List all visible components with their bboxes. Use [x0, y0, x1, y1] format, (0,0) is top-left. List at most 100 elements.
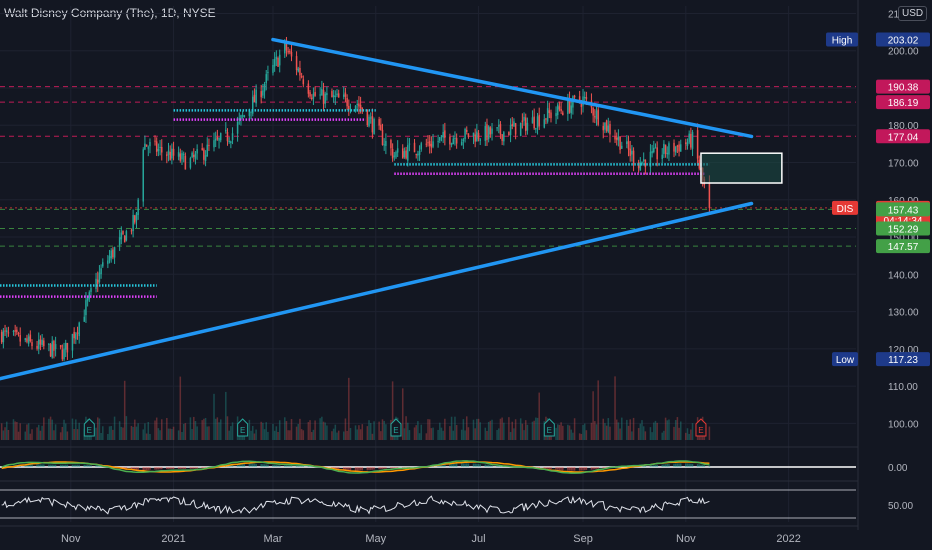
volume-bar — [12, 419, 15, 440]
candle-body — [465, 129, 468, 132]
volume-bar — [213, 393, 215, 440]
volume-bar — [167, 428, 170, 440]
candle-body — [285, 41, 288, 51]
volume-bar — [631, 431, 633, 440]
volume-bar — [604, 423, 606, 440]
candle-body — [619, 136, 621, 150]
candle-body — [59, 345, 62, 348]
macd-histogram-bar — [444, 464, 446, 467]
macd-histogram-bar — [169, 467, 171, 470]
volume-bar — [319, 418, 321, 440]
volume-bar — [314, 420, 316, 440]
candle-body — [216, 136, 219, 140]
volume-bar — [567, 424, 569, 440]
volume-bar — [511, 421, 514, 440]
macd-histogram-bar — [238, 463, 241, 467]
candle-body — [88, 292, 91, 299]
volume-bar — [639, 423, 642, 440]
macd-histogram-bar — [385, 467, 387, 469]
macd-histogram-bar — [161, 467, 163, 470]
volume-bar — [366, 426, 369, 440]
candle-body — [380, 124, 382, 131]
candle-body — [524, 117, 527, 131]
macd-histogram-bar — [476, 463, 478, 467]
candle-body — [260, 91, 262, 98]
candle-body — [248, 110, 251, 117]
candle-body — [708, 183, 711, 208]
candle-body — [405, 150, 407, 159]
macd-histogram-bar — [230, 464, 232, 467]
candle-body — [76, 332, 79, 334]
candle-body — [2, 330, 5, 343]
price-label-value: 190.38 — [888, 83, 919, 94]
macd-histogram-bar — [701, 464, 704, 467]
candle-body — [302, 79, 305, 85]
volume-bar — [27, 423, 30, 440]
price-label-box — [876, 32, 930, 47]
x-tick-label: Mar — [263, 533, 282, 545]
candle-body — [43, 340, 45, 347]
macd-histogram-bar — [250, 463, 252, 467]
price-zone-rectangle — [700, 152, 783, 184]
candle-body — [578, 96, 581, 102]
macd-histogram-bar — [193, 467, 195, 469]
macd-histogram-bar — [359, 467, 362, 471]
y-tick-label: 150.00 — [888, 233, 919, 244]
volume-bar — [310, 432, 313, 440]
candle-body — [415, 154, 417, 156]
macd-histogram-bar — [248, 463, 251, 467]
candle-body — [0, 332, 3, 343]
candle-body — [639, 162, 642, 171]
volume-bar — [171, 429, 173, 440]
candle-body — [319, 94, 321, 96]
macd-histogram-bar — [231, 464, 234, 467]
volume-bar — [668, 419, 670, 440]
volume-bar — [531, 421, 534, 440]
macd-histogram-bar — [580, 467, 583, 471]
candle-body — [108, 256, 111, 261]
macd-histogram-bar — [395, 467, 397, 469]
candle-body — [177, 152, 180, 157]
volume-bar — [371, 433, 374, 440]
volume-bar — [535, 417, 537, 440]
macd-histogram-bar — [201, 467, 203, 469]
macd-histogram-bar — [708, 465, 711, 467]
volume-bar — [191, 429, 193, 440]
macd-histogram-bar — [602, 467, 605, 469]
volume-bar — [2, 430, 5, 440]
candle-body — [214, 138, 217, 141]
macd-histogram-bar — [536, 467, 539, 468]
candle-body — [354, 105, 357, 110]
macd-histogram-bar — [337, 467, 340, 470]
candle-body — [359, 104, 362, 109]
earnings-label: E — [547, 426, 552, 435]
volume-bar — [144, 423, 146, 440]
candle-body — [430, 143, 433, 148]
candle-body — [617, 136, 620, 141]
volume-bar — [275, 426, 278, 440]
candle-body — [36, 345, 38, 349]
candle-body — [656, 147, 658, 160]
macd-histogram-bar — [568, 467, 571, 471]
macd-histogram-bar — [64, 464, 67, 467]
candle-body — [455, 138, 458, 144]
currency-button[interactable]: USD — [898, 6, 928, 21]
candle-body — [100, 268, 102, 275]
macd-histogram-bar — [455, 463, 458, 467]
volume-bar — [627, 425, 630, 440]
candle-body — [26, 338, 28, 342]
macd-histogram-bar — [287, 465, 289, 467]
volume-bar — [637, 428, 640, 440]
candle-body — [511, 123, 514, 127]
macd-histogram-bar — [167, 467, 170, 470]
volume-bar — [248, 419, 251, 440]
macd-histogram-bar — [369, 467, 372, 470]
y-tick-label: 120.00 — [888, 345, 919, 356]
candle-body — [145, 144, 148, 147]
macd-histogram-bar — [378, 467, 380, 470]
macd-histogram-bar — [53, 464, 55, 467]
volume-bar — [533, 420, 535, 440]
volume-bar — [464, 430, 466, 440]
